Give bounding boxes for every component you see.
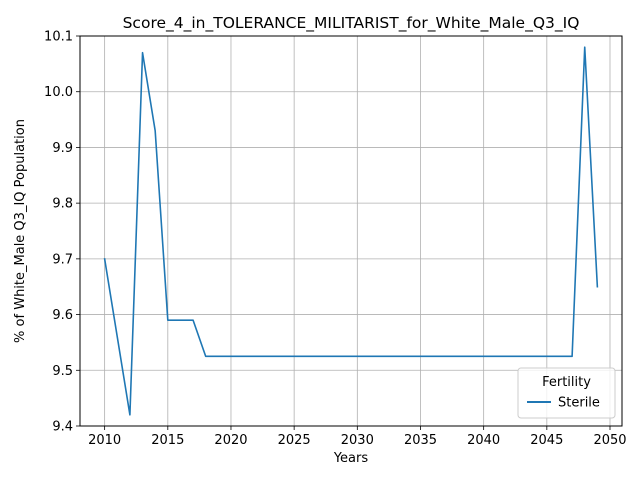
data-point	[495, 356, 497, 358]
data-point	[344, 356, 346, 358]
data-point	[154, 130, 156, 132]
legend-entry-sterile: Sterile	[558, 396, 600, 411]
data-point	[445, 356, 447, 358]
data-point	[470, 356, 472, 358]
series-line-sterile	[103, 46, 599, 416]
y-axis-label: % of White_Male Q3_IQ Population	[13, 119, 28, 343]
y-tick-label: 9.5	[52, 364, 73, 379]
y-tick-label: 10.0	[44, 85, 73, 100]
data-point	[268, 356, 270, 358]
data-point	[571, 356, 573, 358]
data-point	[192, 319, 194, 321]
data-point	[559, 356, 561, 358]
data-point	[382, 356, 384, 358]
data-point	[508, 356, 510, 358]
y-tick-label: 9.6	[52, 308, 73, 323]
data-point	[306, 356, 308, 358]
legend-title: Fertility	[542, 375, 591, 390]
x-tick-label: 2010	[88, 433, 121, 448]
y-tick-label: 9.8	[52, 197, 73, 212]
data-point	[319, 356, 321, 358]
y-axis-ticks: 9.4 9.5 9.6 9.7 9.8 9.9 10.0 10.1	[44, 30, 80, 435]
data-point	[331, 356, 333, 358]
data-point	[218, 356, 220, 358]
x-axis-ticks: 2010 2015 2020 2025 2030 2035 2040 2045 2050	[88, 426, 627, 448]
legend-box	[517, 367, 616, 419]
data-point	[243, 356, 245, 358]
x-tick-label: 2035	[404, 433, 437, 448]
series-layer	[103, 46, 599, 416]
data-point	[255, 356, 257, 358]
data-point	[483, 356, 485, 358]
data-point	[281, 356, 283, 358]
y-tick-label: 10.1	[44, 30, 73, 45]
data-point	[180, 319, 182, 321]
data-point	[230, 356, 232, 358]
x-tick-label: 2050	[593, 433, 626, 448]
data-point	[521, 356, 523, 358]
x-tick-label: 2020	[214, 433, 247, 448]
data-point	[369, 356, 371, 358]
data-point	[546, 356, 548, 358]
data-point	[116, 336, 118, 338]
x-tick-label: 2040	[467, 433, 500, 448]
x-tick-label: 2015	[151, 433, 184, 448]
data-point	[167, 319, 169, 321]
x-tick-label: 2025	[278, 433, 311, 448]
x-tick-label: 2045	[530, 433, 563, 448]
data-point	[458, 356, 460, 358]
data-point	[104, 258, 106, 260]
data-point	[533, 356, 535, 358]
y-tick-label: 9.9	[52, 141, 73, 156]
legend: Fertility Sterile	[517, 367, 616, 419]
data-point	[420, 356, 422, 358]
y-tick-label: 9.4	[52, 420, 73, 435]
data-point	[293, 356, 295, 358]
data-point	[432, 356, 434, 358]
data-point	[129, 414, 131, 416]
data-point	[357, 356, 359, 358]
data-point	[142, 52, 144, 54]
data-point	[584, 46, 586, 48]
y-tick-label: 9.7	[52, 252, 73, 267]
data-point	[407, 356, 409, 358]
chart-title: Score_4_in_TOLERANCE_MILITARIST_for_Whit…	[123, 14, 580, 33]
data-point	[205, 356, 207, 358]
data-point	[394, 356, 396, 358]
x-tick-label: 2030	[341, 433, 374, 448]
x-axis-label: Years	[333, 451, 369, 466]
data-point	[597, 286, 599, 288]
plot-frame	[79, 35, 623, 427]
